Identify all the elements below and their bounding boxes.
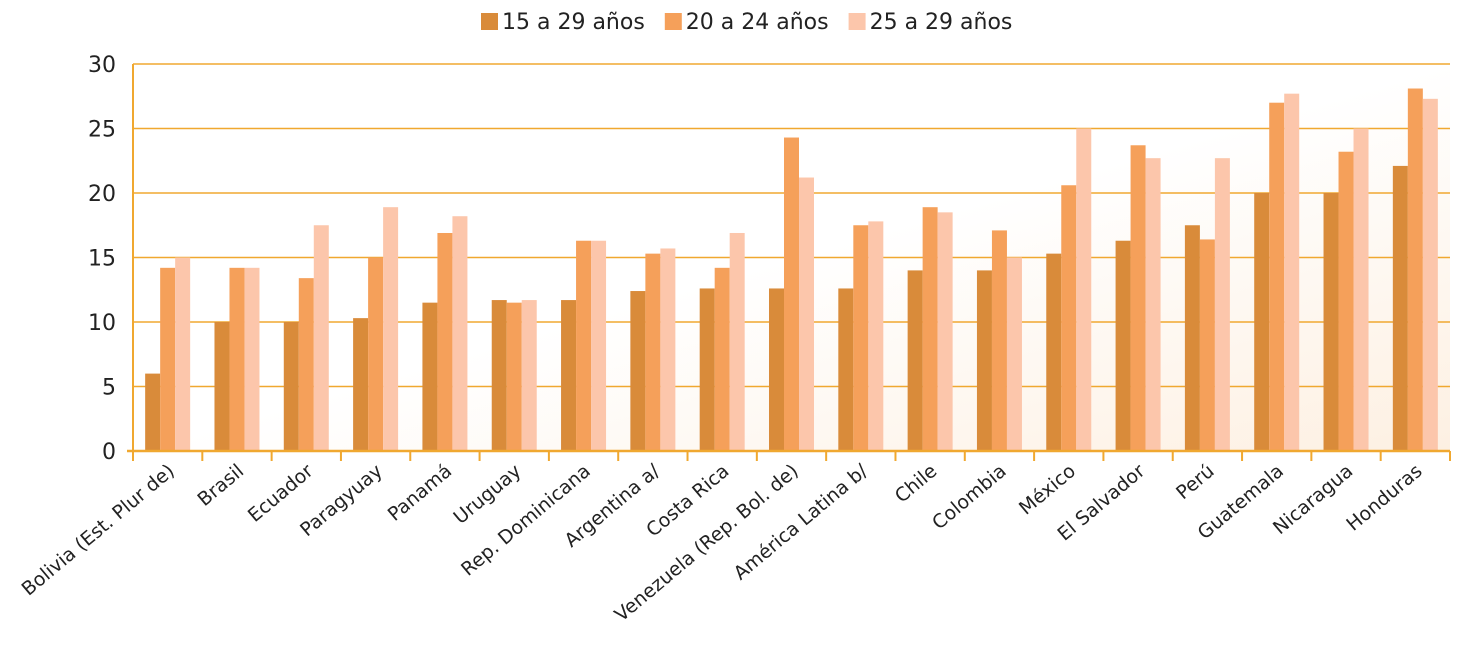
bar bbox=[1323, 193, 1339, 451]
bar bbox=[1284, 93, 1300, 452]
bar bbox=[937, 212, 953, 451]
bar bbox=[1422, 98, 1438, 451]
bar bbox=[1184, 225, 1200, 451]
bar bbox=[353, 318, 369, 451]
legend-swatch bbox=[481, 13, 498, 30]
bar bbox=[452, 216, 468, 451]
x-tick-label: México bbox=[1015, 460, 1080, 519]
bar bbox=[838, 288, 854, 451]
y-tick-label: 0 bbox=[102, 440, 116, 465]
x-tick-label: Chile bbox=[891, 460, 942, 507]
x-tick-label: Honduras bbox=[1342, 460, 1426, 536]
bar bbox=[907, 270, 923, 451]
x-tick-label: Panamá bbox=[384, 460, 456, 526]
bar bbox=[645, 253, 661, 451]
legend: 15 a 29 años 20 a 24 años 25 a 29 años bbox=[481, 10, 1012, 35]
x-tick-label: Perú bbox=[1172, 460, 1219, 504]
legend-swatch bbox=[848, 13, 866, 30]
bar bbox=[145, 373, 161, 451]
bar bbox=[660, 248, 676, 451]
y-tick-label: 5 bbox=[102, 376, 116, 401]
x-tick-label: Rep. Dominicana bbox=[457, 460, 595, 581]
bar bbox=[784, 137, 799, 451]
bar bbox=[1130, 145, 1146, 451]
legend-label: 25 a 29 años bbox=[870, 10, 1013, 35]
bar bbox=[521, 300, 537, 451]
bar bbox=[1254, 193, 1270, 451]
bar bbox=[1115, 240, 1131, 451]
bar bbox=[383, 207, 399, 451]
x-tick-label: Brasil bbox=[193, 460, 248, 511]
bar bbox=[1046, 253, 1062, 451]
bar bbox=[591, 240, 607, 451]
bar bbox=[976, 270, 992, 451]
bar bbox=[1392, 165, 1408, 451]
y-tick-label: 25 bbox=[88, 118, 116, 143]
bar bbox=[1338, 151, 1354, 451]
bar bbox=[576, 240, 592, 451]
bar bbox=[1199, 239, 1215, 451]
y-tick-label: 15 bbox=[88, 247, 116, 272]
y-tick-label: 10 bbox=[88, 311, 116, 336]
bar bbox=[991, 230, 1007, 451]
bar bbox=[175, 257, 191, 451]
bar bbox=[160, 267, 176, 451]
bar bbox=[853, 225, 869, 451]
bar bbox=[1269, 102, 1285, 451]
legend-label: 20 a 24 años bbox=[686, 10, 829, 35]
bar bbox=[506, 302, 522, 451]
bar bbox=[422, 302, 438, 451]
bar bbox=[214, 322, 230, 451]
x-tick-label: América Latina b/ bbox=[730, 460, 873, 585]
bar bbox=[313, 225, 329, 451]
x-tick-label: Bolivia (Est. Plur de) bbox=[18, 460, 179, 600]
bar bbox=[799, 177, 814, 451]
bar bbox=[699, 288, 715, 451]
bar bbox=[1006, 257, 1022, 451]
bar bbox=[244, 267, 260, 451]
bar bbox=[561, 300, 577, 451]
y-tick-label: 20 bbox=[88, 182, 116, 207]
bar bbox=[1076, 128, 1092, 451]
x-tick-label: Colombia bbox=[928, 460, 1011, 534]
bar bbox=[1061, 185, 1077, 451]
bar bbox=[1145, 158, 1161, 452]
bar bbox=[437, 232, 453, 451]
bar bbox=[714, 267, 730, 451]
bar bbox=[868, 221, 884, 451]
bar bbox=[630, 291, 646, 451]
legend-label: 15 a 29 años bbox=[502, 10, 645, 35]
bar bbox=[1407, 88, 1423, 451]
bar bbox=[1214, 158, 1230, 452]
bar bbox=[368, 257, 384, 451]
bar bbox=[1353, 128, 1369, 451]
bar bbox=[283, 322, 299, 451]
bar bbox=[922, 207, 938, 451]
bar bbox=[769, 288, 784, 451]
bar bbox=[298, 278, 314, 451]
bar bbox=[729, 232, 745, 451]
bar bbox=[491, 300, 507, 451]
bar bbox=[229, 267, 245, 451]
legend-swatch bbox=[664, 13, 682, 30]
y-tick-label: 30 bbox=[88, 53, 116, 78]
